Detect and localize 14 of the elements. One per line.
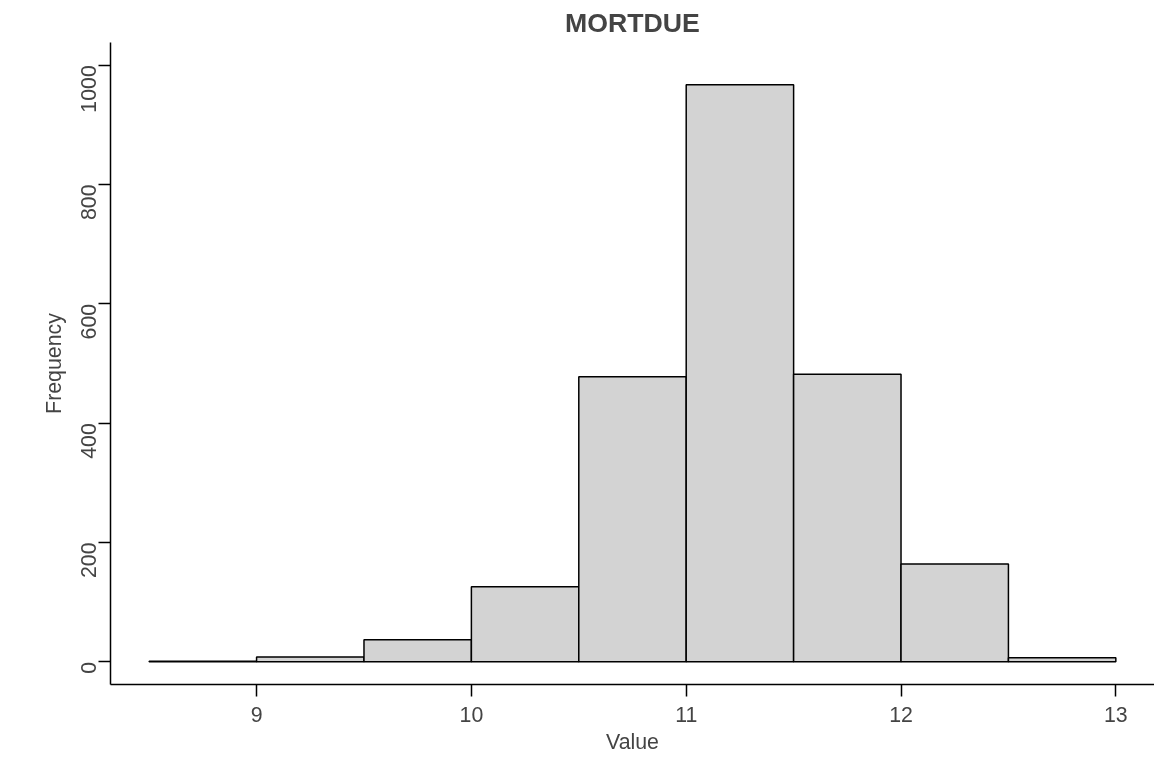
y-tick-label: 600 [77,303,101,340]
y-axis-title: Frequency [41,312,66,414]
y-tick-label: 400 [77,423,101,459]
x-tick-label: 13 [1103,702,1128,727]
y-tick-label: 800 [77,184,101,221]
y-tick-label: 200 [77,542,101,579]
x-tick-label: 10 [459,702,484,727]
chart-title: MORTDUE [565,7,700,38]
x-tick-label: 9 [250,702,263,727]
y-tick-label: 1000 [77,65,101,113]
x-tick-label: 12 [889,702,913,727]
x-tick-label: 11 [675,702,698,727]
x-axis-title: Value [606,729,659,754]
y-tick-label: 0 [77,661,101,674]
